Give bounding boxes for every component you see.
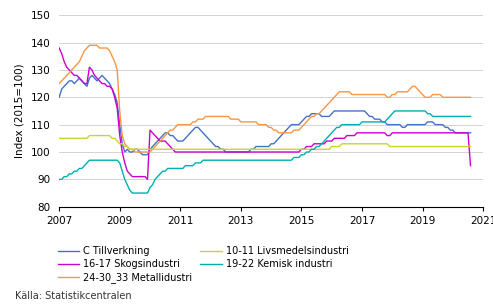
16-17 Skogsindustri <box>467 164 473 168</box>
24-30_33 Metallidustri <box>228 117 234 121</box>
10-11 Livsmedelsindustri <box>86 134 92 137</box>
16-17 Skogsindustri <box>225 150 231 154</box>
Line: 19-22 Kemisk industri: 19-22 Kemisk industri <box>59 111 470 193</box>
24-30_33 Metallidustri <box>361 93 367 96</box>
24-30_33 Metallidustri <box>132 150 138 154</box>
24-30_33 Metallidustri <box>86 43 92 47</box>
19-22 Kemisk industri <box>255 158 261 162</box>
24-30_33 Metallidustri <box>258 123 264 126</box>
24-30_33 Metallidustri <box>467 95 473 99</box>
19-22 Kemisk industri <box>453 115 458 118</box>
16-17 Skogsindustri <box>144 178 150 181</box>
Legend: C Tillverkning, 16-17 Skogsindustri, 24-30_33 Metallidustri, 10-11 Livsmedelsind: C Tillverkning, 16-17 Skogsindustri, 24-… <box>54 243 352 287</box>
C Tillverkning <box>122 150 128 154</box>
16-17 Skogsindustri <box>255 150 261 154</box>
C Tillverkning <box>228 150 234 154</box>
Text: Källa: Statistikcentralen: Källa: Statistikcentralen <box>15 291 132 301</box>
19-22 Kemisk industri <box>119 169 125 173</box>
19-22 Kemisk industri <box>129 191 135 195</box>
24-30_33 Metallidustri <box>56 82 62 85</box>
16-17 Skogsindustri <box>377 131 383 135</box>
16-17 Skogsindustri <box>56 46 62 50</box>
C Tillverkning <box>56 95 62 99</box>
Line: 16-17 Skogsindustri: 16-17 Skogsindustri <box>59 48 470 179</box>
19-22 Kemisk industri <box>392 109 398 113</box>
10-11 Livsmedelsindustri <box>453 145 458 148</box>
16-17 Skogsindustri <box>450 131 456 135</box>
24-30_33 Metallidustri <box>453 95 458 99</box>
16-17 Skogsindustri <box>359 131 365 135</box>
10-11 Livsmedelsindustri <box>228 147 234 151</box>
C Tillverkning <box>453 131 458 135</box>
10-11 Livsmedelsindustri <box>361 142 367 146</box>
24-30_33 Metallidustri <box>379 93 385 96</box>
24-30_33 Metallidustri <box>122 142 128 146</box>
10-11 Livsmedelsindustri <box>56 136 62 140</box>
19-22 Kemisk industri <box>359 120 365 124</box>
C Tillverkning <box>89 74 95 77</box>
C Tillverkning <box>361 109 367 113</box>
19-22 Kemisk industri <box>225 158 231 162</box>
19-22 Kemisk industri <box>377 120 383 124</box>
C Tillverkning <box>379 120 385 124</box>
Line: 24-30_33 Metallidustri: 24-30_33 Metallidustri <box>59 45 470 152</box>
10-11 Livsmedelsindustri <box>258 147 264 151</box>
19-22 Kemisk industri <box>467 115 473 118</box>
Line: C Tillverkning: C Tillverkning <box>59 75 470 155</box>
19-22 Kemisk industri <box>56 178 62 181</box>
Y-axis label: Index (2015=100): Index (2015=100) <box>15 64 25 158</box>
C Tillverkning <box>467 131 473 135</box>
Line: 10-11 Livsmedelsindustri: 10-11 Livsmedelsindustri <box>59 136 470 149</box>
10-11 Livsmedelsindustri <box>379 142 385 146</box>
10-11 Livsmedelsindustri <box>467 145 473 148</box>
16-17 Skogsindustri <box>119 150 125 154</box>
10-11 Livsmedelsindustri <box>122 145 128 148</box>
10-11 Livsmedelsindustri <box>127 147 133 151</box>
C Tillverkning <box>140 153 145 157</box>
C Tillverkning <box>258 145 264 148</box>
